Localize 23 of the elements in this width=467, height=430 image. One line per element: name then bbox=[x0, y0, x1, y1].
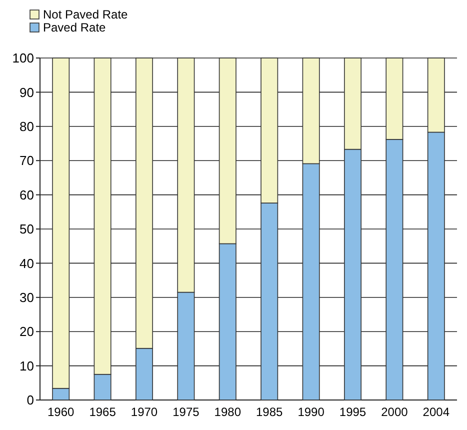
legend-label: Paved Rate bbox=[43, 20, 106, 34]
x-tick-label: 1980 bbox=[214, 405, 242, 419]
y-tick-label: 10 bbox=[20, 358, 34, 374]
y-tick-label: 80 bbox=[20, 118, 34, 134]
x-tick-label: 1985 bbox=[256, 405, 284, 419]
y-tick-label: 30 bbox=[20, 290, 34, 305]
x-tick-label: 1990 bbox=[298, 405, 325, 419]
x-tick-label: 1960 bbox=[48, 405, 75, 419]
y-tick-label: 70 bbox=[20, 153, 34, 168]
y-tick-label: 60 bbox=[20, 187, 34, 202]
legend-label: Not Paved Rate bbox=[43, 8, 128, 22]
x-tick-label: 2000 bbox=[381, 405, 408, 419]
x-tick-label: 1965 bbox=[89, 405, 116, 419]
y-tick-label: 100 bbox=[12, 50, 34, 66]
y-tick-label: 50 bbox=[20, 222, 34, 237]
x-tick-label: 2004 bbox=[422, 405, 450, 419]
y-tick-label: 90 bbox=[20, 84, 34, 100]
y-tick-label: 0 bbox=[26, 392, 34, 408]
y-tick-label: 20 bbox=[20, 324, 34, 340]
x-tick-label: 1970 bbox=[130, 405, 158, 419]
y-tick-label: 40 bbox=[20, 256, 34, 271]
x-tick-label: 1975 bbox=[172, 405, 200, 419]
x-tick-label: 1995 bbox=[339, 405, 366, 419]
